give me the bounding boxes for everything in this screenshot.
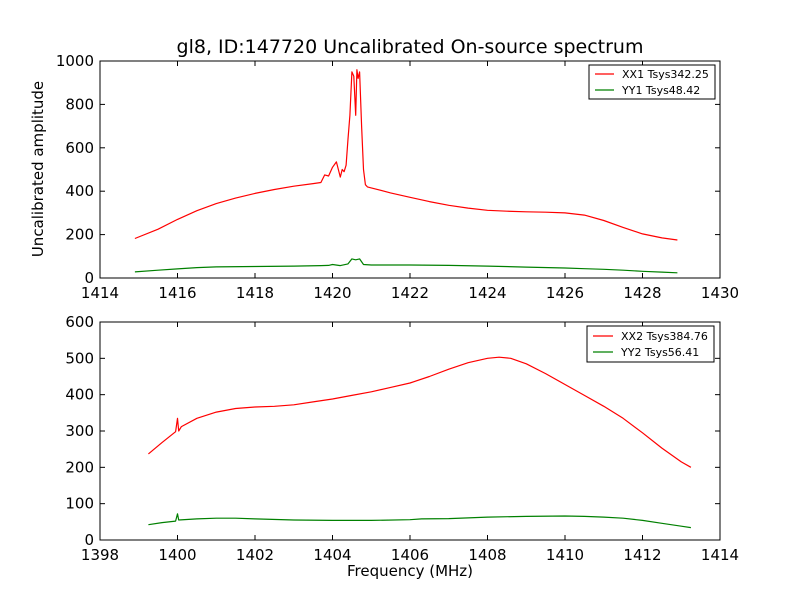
x-tick-label: 1418	[236, 284, 274, 302]
legend-box	[586, 325, 715, 363]
x-tick-label: 1414	[701, 546, 739, 564]
y-tick-label: 200	[65, 458, 94, 476]
subplot-1-legend: XX1 Tsys342.25 YY1 Tsys48.42	[588, 64, 716, 100]
x-tick-label: 1430	[701, 284, 739, 302]
y-tick-label: 400	[65, 182, 94, 200]
x-tick-label: 1420	[313, 284, 351, 302]
y-tick-label: 1000	[56, 52, 94, 70]
x-tick-label: 1400	[158, 546, 196, 564]
legend-label-xx1: XX1 Tsys342.25	[622, 68, 709, 81]
y-tick-label: 800	[65, 95, 94, 113]
y-tick-label: 600	[65, 313, 94, 331]
plot-title: gl8, ID:147720 Uncalibrated On-source sp…	[177, 36, 644, 58]
subplot-1-series-lines	[134, 69, 678, 274]
x-tick-label: 1410	[546, 546, 584, 564]
subplot-2-legend: XX2 Tsys384.76 YY2 Tsys56.41	[586, 325, 715, 363]
x-tick-label: 1422	[391, 284, 429, 302]
x-tick-label: 1402	[236, 546, 274, 564]
y-axis-label: Uncalibrated amplitude	[29, 81, 47, 257]
x-tick-label: 1406	[391, 546, 429, 564]
series-line-xx2	[148, 356, 692, 468]
series-line-xx1	[134, 69, 678, 241]
y-tick-label: 300	[65, 422, 94, 440]
subplot-1: gl8, ID:147720 Uncalibrated On-source sp…	[29, 36, 739, 302]
series-line-yy2	[148, 513, 691, 529]
subplot-2-ticks: 1398 1400 1402 1404 1406 1408 1410 1412 1414 0 100…	[65, 313, 739, 564]
subplot-2: 1398 1400 1402 1404 1406 1408 1410 1412 1414 0 100…	[65, 313, 739, 580]
legend-label-yy1: YY1 Tsys48.42	[621, 84, 700, 97]
series-line-yy1	[134, 258, 678, 274]
legend-box	[588, 64, 716, 100]
x-tick-label: 1408	[468, 546, 506, 564]
y-tick-label: 500	[65, 349, 94, 367]
y-tick-label: 0	[84, 531, 94, 549]
x-tick-label: 1428	[623, 284, 661, 302]
x-tick-label: 1414	[81, 284, 119, 302]
x-tick-label: 1416	[158, 284, 196, 302]
y-tick-label: 400	[65, 386, 94, 404]
x-tick-label: 1412	[623, 546, 661, 564]
y-tick-label: 100	[65, 495, 94, 513]
y-tick-label: 0	[84, 269, 94, 287]
subplot-2-series-lines	[148, 356, 692, 529]
x-tick-label: 1398	[81, 546, 119, 564]
x-tick-label: 1424	[468, 284, 506, 302]
y-tick-label: 200	[65, 226, 94, 244]
x-tick-label: 1404	[313, 546, 351, 564]
legend-label-xx2: XX2 Tsys384.76	[621, 330, 708, 343]
subplot-1-ticks: 1414 1416 1418 1420 1422 1424 1426 1428 1430 0 200…	[56, 52, 739, 302]
legend-label-yy2: YY2 Tsys56.41	[620, 346, 699, 359]
x-tick-label: 1426	[546, 284, 584, 302]
x-axis-label: Frequency (MHz)	[347, 562, 473, 580]
y-tick-label: 600	[65, 139, 94, 157]
